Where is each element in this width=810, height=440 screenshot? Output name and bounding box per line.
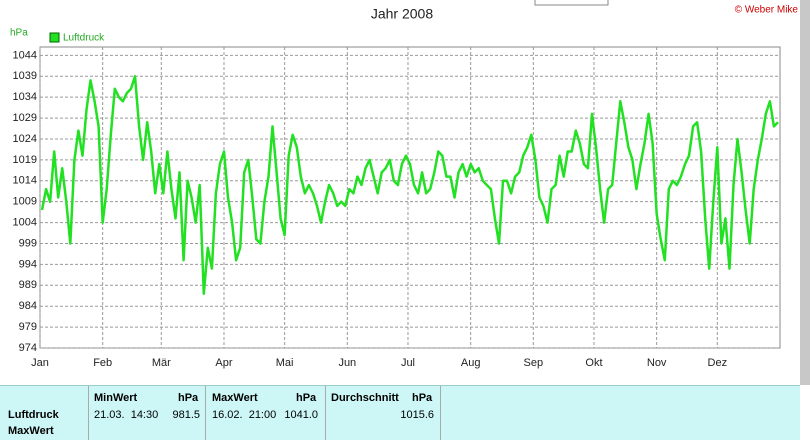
y-tick-label: 974 [19,342,37,354]
x-tick-label: Dez [708,357,728,369]
line-series [40,75,779,295]
button[interactable] [534,0,609,6]
summary-table: MinWert hPa MaxWert hPa Durchschnitt hPa… [0,385,800,440]
cell: 21.03. 14:30 [94,409,159,421]
row-label: MaxWert [8,425,54,437]
separator [205,386,206,440]
separator [440,386,441,440]
y-tick-label: 1019 [13,154,37,166]
y-tick-label: 979 [19,321,37,333]
y-tick-label: 984 [19,300,37,312]
cell: 981.5 [172,409,200,421]
x-tick-label: Mär [152,357,171,369]
legend-swatch [49,32,60,43]
y-tick-label: 994 [19,258,37,270]
x-tick-label: Feb [93,357,112,369]
x-tick-label: Jul [401,357,415,369]
header: hPa [296,392,317,404]
x-tick-label: Jan [31,357,49,369]
row-label: Luftdruck [8,409,59,421]
separator [325,386,326,440]
header: hPa [178,392,199,404]
cell: 16.02. 21:00 [212,409,277,421]
x-tick-label: Sep [524,357,544,369]
chart: Jahr 2008 © Weber Mike hPa 974 979 984 989 9… [10,0,810,385]
y-tick-label: 1009 [13,196,37,208]
y-tick-label: 1004 [13,216,37,228]
header: Durchschnitt [331,392,399,404]
y-tick-label: 1014 [13,175,37,187]
chart-title: Jahr 2008 [371,6,433,22]
y-tick-label: 989 [19,279,37,291]
y-tick-label: 999 [19,237,37,249]
separator [88,386,89,440]
x-tick-label: Mai [276,357,294,369]
cell: 1041.0 [284,409,318,421]
y-tick-label: 1024 [13,133,37,145]
header: MinWert [94,392,138,404]
y-tick-label: 1034 [13,91,37,103]
x-tick-label: Okt [585,357,602,369]
header: MaxWert [212,392,258,404]
x-tick-label: Apr [215,357,232,369]
legend-label: Luftdruck [63,33,105,44]
credit: © Weber Mike [735,5,799,16]
y-axis-label: hPa [10,28,28,39]
side-strip [800,0,810,385]
header: hPa [412,392,433,404]
y-tick-label: 1039 [13,70,37,82]
x-tick-label: Nov [647,357,667,369]
x-tick-label: Jun [338,357,356,369]
x-tick-label: Aug [461,357,481,369]
cell: 1015.6 [400,409,434,421]
y-tick-label: 1044 [13,49,37,61]
y-tick-label: 1029 [13,112,37,124]
